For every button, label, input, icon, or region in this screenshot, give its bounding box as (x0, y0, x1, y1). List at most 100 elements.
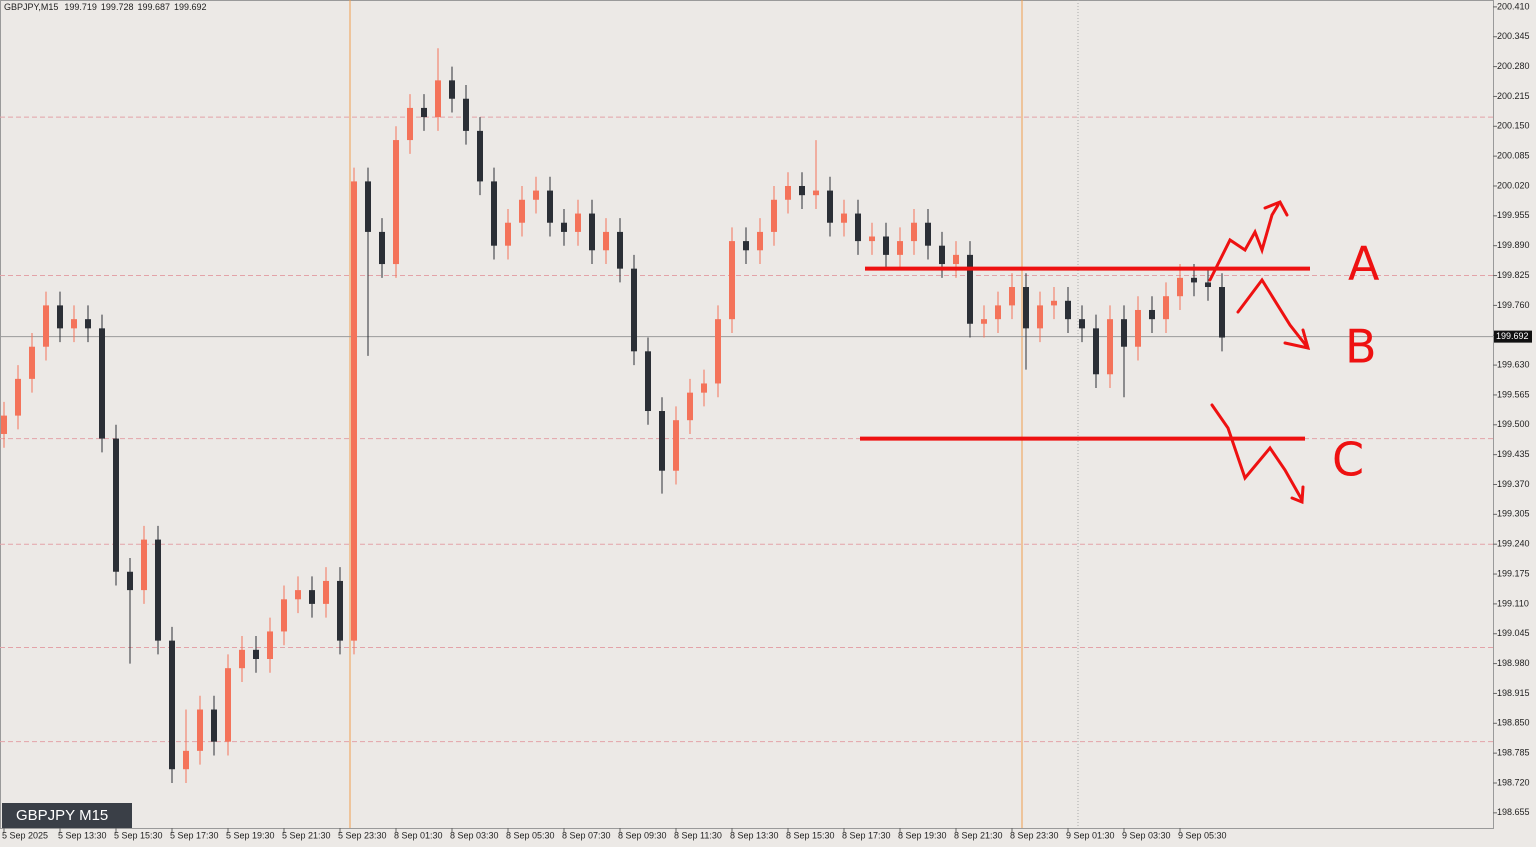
candle-body (1177, 277, 1183, 297)
candle-body (1093, 328, 1099, 375)
x-tick-label: 5 Sep 19:30 (226, 830, 275, 840)
candle-body (533, 190, 539, 200)
candle-body (449, 80, 455, 99)
candle-body (1163, 296, 1169, 320)
annotation-label: A (1348, 237, 1380, 291)
candle-body (701, 383, 707, 393)
candle-body (365, 181, 371, 232)
candle-body (883, 236, 889, 255)
x-tick-label: 8 Sep 09:30 (618, 830, 667, 840)
y-tick-label: 199.825 (1497, 270, 1530, 280)
y-tick-label: 200.410 (1497, 1, 1530, 11)
candle-body (631, 268, 637, 352)
candle-body (1, 415, 7, 434)
candle-body (1065, 300, 1071, 320)
candle-body (309, 590, 315, 604)
y-tick-label: 199.305 (1497, 509, 1530, 519)
candle-body (323, 580, 329, 604)
candle-body (1107, 319, 1113, 375)
y-tick-label: 199.110 (1497, 598, 1529, 608)
candle-body (771, 199, 777, 232)
candle-body (715, 319, 721, 384)
symbol: GBPJPY,M15 (4, 2, 58, 12)
y-tick-label: 200.280 (1497, 61, 1530, 71)
candle-body (827, 190, 833, 223)
x-tick-label: 8 Sep 15:30 (786, 830, 835, 840)
x-tick-label: 9 Sep 01:30 (1066, 830, 1115, 840)
x-tick-label: 9 Sep 03:30 (1122, 830, 1171, 840)
x-tick-label: 5 Sep 15:30 (114, 830, 163, 840)
candle-body (757, 231, 763, 251)
candle-body (841, 213, 847, 223)
y-tick-label: 199.565 (1497, 389, 1530, 399)
y-tick-label: 200.085 (1497, 151, 1530, 161)
x-tick-label: 8 Sep 17:30 (842, 830, 891, 840)
y-tick-label: 200.020 (1497, 180, 1530, 190)
x-tick-label: 5 Sep 2025 (2, 830, 48, 840)
candle-body (995, 305, 1001, 320)
annotation-label: C (1332, 433, 1364, 487)
candle-body (1135, 309, 1141, 347)
candle-body (939, 245, 945, 265)
candle-body (897, 241, 903, 255)
chart-title: GBPJPY,M15 199.719 199.728 199.687 199.692 (4, 2, 207, 12)
candle-body (1037, 305, 1043, 329)
candle-body (1051, 300, 1057, 306)
y-tick-label: 199.955 (1497, 210, 1530, 220)
x-tick-label: 8 Sep 23:30 (1010, 830, 1059, 840)
last-price-label: 199.692 (1496, 331, 1529, 341)
x-tick-label: 8 Sep 11:30 (674, 830, 722, 840)
candle-body (799, 185, 805, 196)
y-tick-label: 200.345 (1497, 31, 1530, 41)
y-tick-label: 199.370 (1497, 479, 1530, 489)
candle-body (253, 649, 259, 660)
candle-body (547, 190, 553, 223)
candle-body (575, 213, 581, 232)
candles (1, 48, 1225, 783)
x-tick-label: 8 Sep 01:30 (394, 830, 443, 840)
y-tick-label: 198.980 (1497, 658, 1530, 668)
candle-body (1219, 287, 1225, 338)
candle-body (267, 631, 273, 660)
candle-body (491, 181, 497, 246)
quote-close: 199.692 (174, 2, 207, 12)
y-tick-label: 199.890 (1497, 240, 1530, 250)
candle-body (617, 231, 623, 269)
x-tick-label: 8 Sep 19:30 (898, 830, 947, 840)
candle-body (57, 305, 63, 329)
arrow-up (1208, 200, 1289, 282)
candle-body (141, 539, 147, 591)
candle-body (197, 709, 203, 751)
y-tick-label: 199.760 (1497, 300, 1530, 310)
candle-body (71, 319, 77, 329)
x-tick-label: 5 Sep 17:30 (170, 830, 219, 840)
y-tick-label: 200.215 (1497, 91, 1530, 101)
candle-body (225, 668, 231, 742)
symbol-badge (2, 803, 132, 828)
y-tick-label: 198.720 (1497, 777, 1530, 787)
candle-body (1121, 319, 1127, 347)
candle-body (645, 351, 651, 412)
y-tick-label: 199.435 (1497, 449, 1530, 459)
candle-body (519, 199, 525, 223)
candle-body (337, 580, 343, 641)
candle-body (1009, 287, 1015, 306)
y-tick-label: 198.915 (1497, 688, 1530, 698)
candle-body (239, 649, 245, 669)
candle-body (785, 185, 791, 200)
annotation-label: B (1345, 320, 1377, 374)
candle-body (113, 438, 119, 572)
candle-body (379, 231, 385, 265)
candle-body (43, 305, 49, 347)
candle-body (925, 222, 931, 246)
candle-body (743, 241, 749, 251)
y-tick-label: 199.175 (1497, 568, 1530, 578)
candle-body (211, 709, 217, 742)
symbol-label: GBPJPY M15 (16, 807, 108, 824)
candle-body (155, 539, 161, 641)
candle-body (1205, 282, 1211, 288)
candle-body (981, 319, 987, 324)
x-tick-label: 8 Sep 03:30 (450, 830, 499, 840)
